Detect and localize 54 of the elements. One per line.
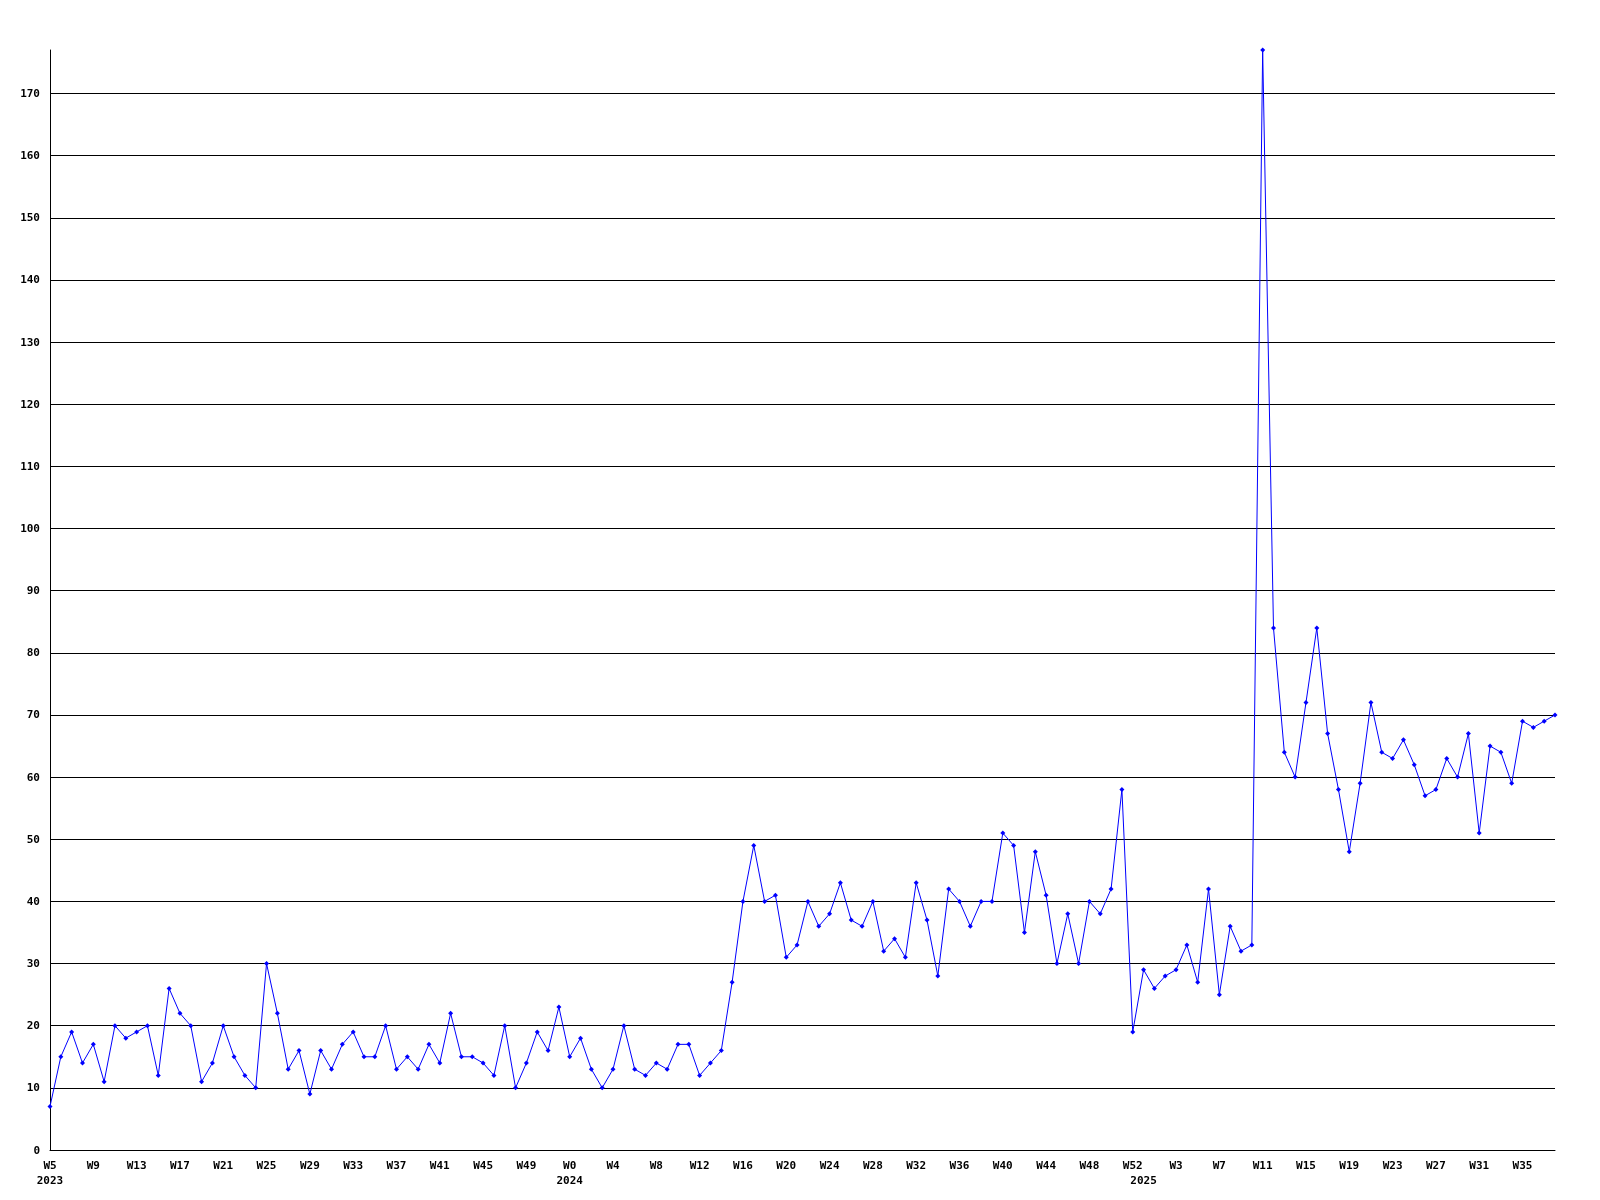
- x-tick-label: W16: [733, 1159, 754, 1172]
- y-tick-label: 50: [26, 832, 40, 846]
- x-tick-label: W9: [86, 1159, 100, 1172]
- x-tick-label: W36: [949, 1159, 970, 1172]
- x-tick-label: W35: [1512, 1159, 1533, 1172]
- y-tick-label: 10: [26, 1081, 40, 1095]
- x-tick-label: W37: [386, 1159, 407, 1172]
- y-tick-label: 90: [26, 584, 40, 598]
- x-tick-label: W25: [256, 1159, 277, 1172]
- x-tick-label: W15: [1296, 1159, 1316, 1172]
- x-tick-label: W41: [429, 1159, 451, 1172]
- y-tick-label: 170: [20, 87, 40, 100]
- y-tick-label: 40: [26, 894, 40, 908]
- y-tick-label: 70: [26, 708, 40, 722]
- x-tick-label: W28: [862, 1159, 883, 1172]
- x-tick-label: W7: [1212, 1159, 1226, 1172]
- y-tick-label: 120: [20, 397, 40, 411]
- x-tick-label: W11: [1252, 1159, 1273, 1172]
- y-tick-label: 80: [26, 646, 40, 660]
- x-tick-label: W49: [516, 1159, 537, 1172]
- x-tick-label: W4: [606, 1159, 621, 1172]
- y-tick-label: 160: [20, 149, 40, 163]
- x-tick-label: W27: [1425, 1159, 1446, 1172]
- x-tick-label: W13: [126, 1159, 147, 1172]
- x-tick-label: W31: [1469, 1159, 1490, 1172]
- x-tick-label: W21: [213, 1159, 234, 1172]
- x-tick-label: W0 2024: [556, 1159, 584, 1187]
- x-tick-label: W44: [1036, 1159, 1057, 1172]
- x-tick-label: W52: [1122, 1159, 1143, 1172]
- y-tick-label: 100: [20, 522, 40, 536]
- x-tick-label: W29: [299, 1159, 320, 1172]
- y-tick-label: 30: [26, 957, 40, 971]
- x-tick-label: W23: [1382, 1159, 1403, 1172]
- y-tick-label: 110: [20, 459, 40, 473]
- y-tick-label: 0: [33, 1143, 40, 1157]
- x-tick-label: W32: [906, 1159, 927, 1172]
- y-tick-label: 20: [26, 1019, 40, 1033]
- x-tick-label: W33: [343, 1159, 364, 1172]
- x-tick-label: W12: [689, 1159, 710, 1172]
- x-tick-label: W45: [473, 1159, 494, 1172]
- x-tick-label: W3: [1169, 1159, 1183, 1172]
- x-tick-label: W5 2023: [36, 1159, 64, 1187]
- y-tick-label: 140: [20, 273, 40, 287]
- x-tick-label: W48: [1079, 1159, 1100, 1172]
- x-tick-label: W17: [169, 1159, 190, 1172]
- y-tick-label: 130: [20, 335, 40, 349]
- y-tick-label: 60: [26, 770, 40, 784]
- x-tick-label: W19: [1339, 1159, 1360, 1172]
- x-tick-label: W20: [776, 1159, 797, 1172]
- x-tick-label: W8: [649, 1159, 663, 1172]
- x-tick-label: W40: [992, 1159, 1013, 1172]
- x-tick-label: W24: [819, 1159, 840, 1172]
- x-tick-label: 2025: [1130, 1174, 1157, 1187]
- y-tick-label: 150: [20, 211, 40, 225]
